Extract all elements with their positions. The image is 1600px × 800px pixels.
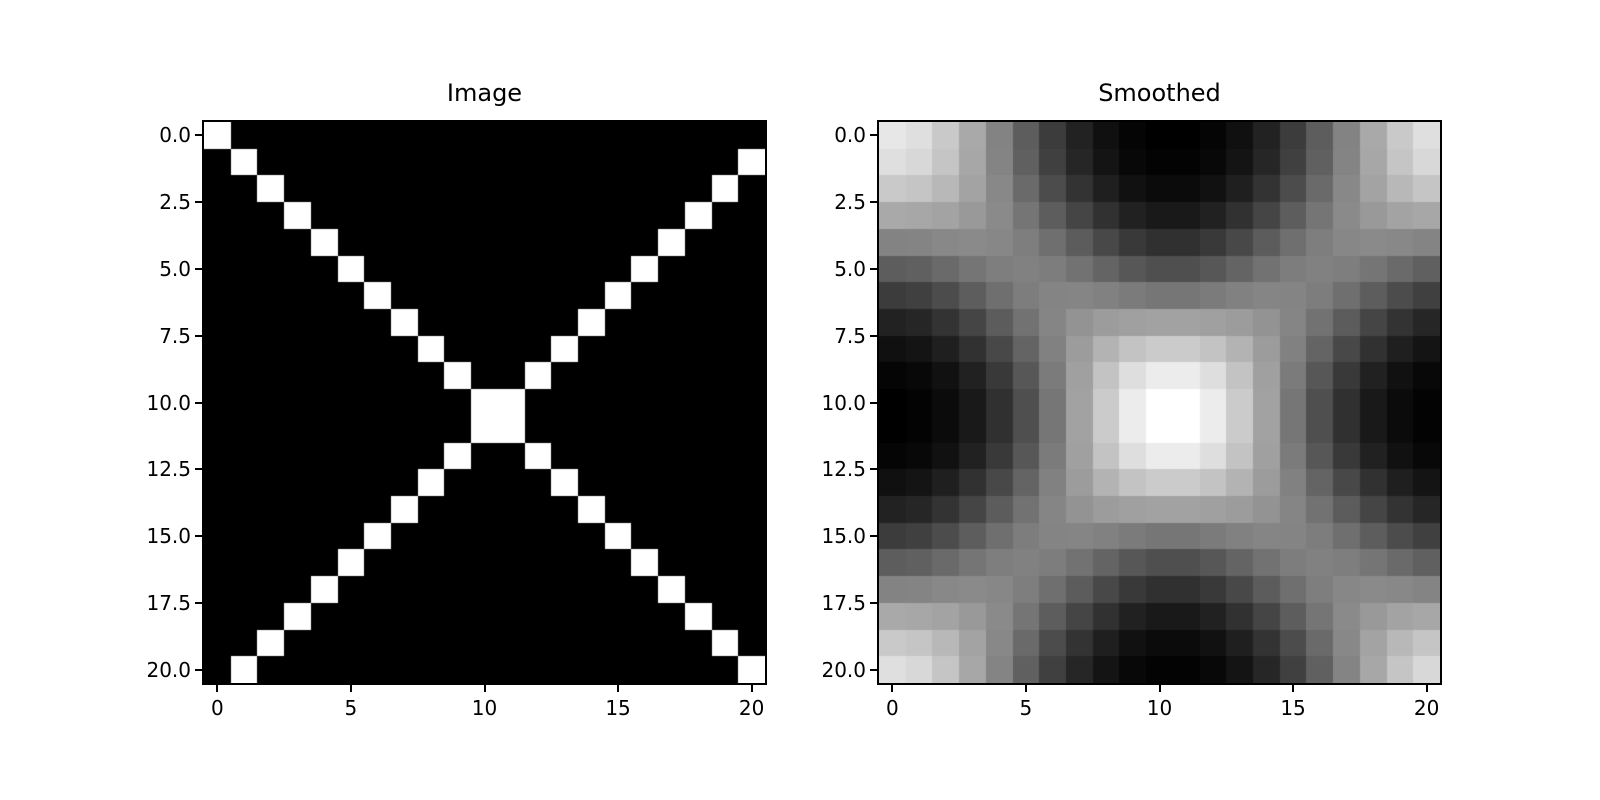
y-tick-label: 20.0 — [146, 657, 191, 682]
x-tick-label: 10 — [1146, 696, 1173, 720]
y-tick-mark — [870, 267, 877, 270]
y-tick-mark — [195, 468, 202, 471]
y-tick-mark — [870, 334, 877, 337]
x-tick-label: 20 — [738, 696, 765, 720]
y-tick-label: 2.5 — [159, 190, 191, 215]
x-tick-label: 5 — [1019, 696, 1033, 720]
y-tick-label: 10.0 — [821, 390, 866, 415]
smoothed-axes — [877, 120, 1442, 685]
x-tick-mark — [1292, 685, 1295, 692]
y-tick-mark — [195, 601, 202, 604]
y-tick-mark — [195, 134, 202, 137]
y-tick-label: 17.5 — [821, 590, 866, 615]
y-tick-label: 20.0 — [821, 657, 866, 682]
x-tick-mark — [1024, 685, 1027, 692]
x-tick-mark — [750, 685, 753, 692]
y-tick-mark — [870, 468, 877, 471]
image-chart-title: Image — [446, 79, 523, 107]
x-tick-mark — [483, 685, 486, 692]
y-tick-label: 17.5 — [146, 590, 191, 615]
y-tick-label: 15.0 — [146, 524, 191, 549]
x-tick-label: 15 — [1280, 696, 1306, 720]
y-tick-label: 10.0 — [146, 390, 191, 415]
x-tick-label: 10 — [471, 696, 498, 720]
y-tick-mark — [870, 535, 877, 538]
y-tick-mark — [195, 334, 202, 337]
y-tick-label: 2.5 — [834, 190, 866, 215]
image-axes — [202, 120, 767, 685]
smoothed-heatmap — [879, 122, 1440, 683]
y-tick-label: 5.0 — [159, 256, 191, 281]
smoothed-chart-title: Smoothed — [1098, 79, 1221, 107]
y-tick-mark — [195, 668, 202, 671]
y-tick-label: 12.5 — [146, 457, 191, 482]
y-tick-mark — [870, 601, 877, 604]
y-tick-label: 12.5 — [821, 457, 866, 482]
x-tick-label: 5 — [344, 696, 358, 720]
x-tick-label: 20 — [1413, 696, 1440, 720]
x-tick-mark — [1425, 685, 1428, 692]
y-tick-label: 7.5 — [159, 323, 191, 348]
x-tick-mark — [1158, 685, 1161, 692]
x-tick-mark — [216, 685, 219, 692]
x-tick-mark — [617, 685, 620, 692]
y-tick-mark — [870, 134, 877, 137]
y-tick-mark — [195, 535, 202, 538]
y-tick-mark — [870, 201, 877, 204]
y-tick-mark — [195, 201, 202, 204]
y-tick-label: 15.0 — [821, 524, 866, 549]
y-tick-mark — [195, 401, 202, 404]
y-tick-mark — [870, 668, 877, 671]
y-tick-mark — [870, 401, 877, 404]
y-tick-label: 0.0 — [159, 123, 191, 148]
y-tick-label: 5.0 — [834, 256, 866, 281]
x-tick-mark — [891, 685, 894, 692]
y-tick-mark — [195, 267, 202, 270]
y-tick-label: 7.5 — [834, 323, 866, 348]
y-tick-label: 0.0 — [834, 123, 866, 148]
x-tick-label: 0 — [885, 696, 899, 720]
x-tick-label: 0 — [210, 696, 224, 720]
image-heatmap — [204, 122, 765, 683]
x-tick-label: 15 — [605, 696, 631, 720]
x-tick-mark — [349, 685, 352, 692]
